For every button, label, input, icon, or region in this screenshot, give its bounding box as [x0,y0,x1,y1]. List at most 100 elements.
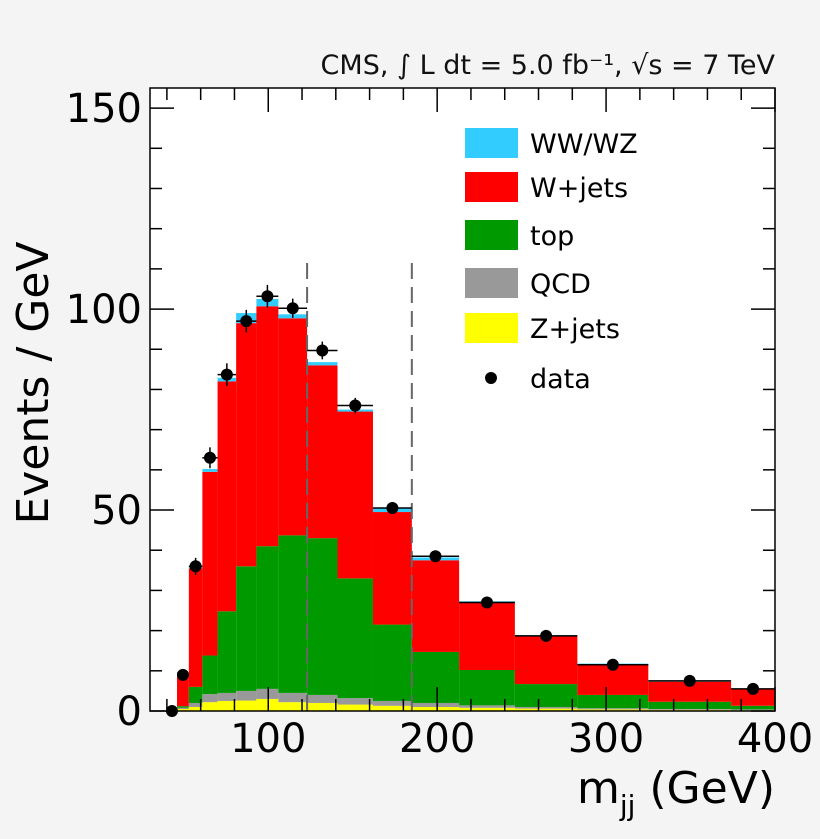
bar-z-jets-7 [307,702,338,711]
bar-z-jets-2 [202,702,218,711]
bar-top-2 [202,655,218,695]
legend: WW/WZ W+jets top QCD Z+jets data [465,128,638,395]
bar-top-5 [256,546,279,689]
x-tick-label-300: 300 [568,716,644,762]
bar-qcd-15 [731,709,775,711]
plot-frame [149,87,776,712]
stacked-histogram [177,299,775,711]
bar-w-jets-5 [256,306,279,547]
x-axis-title-unit: (GeV) [635,763,775,814]
bar-qcd-1 [188,702,203,707]
bar-top-1 [188,686,203,703]
data-point-7 [286,302,299,315]
cut-lines [306,263,413,711]
bar-z-jets-4 [236,700,257,711]
legend-label-w-jets: W+jets [530,173,628,204]
legend-label-data: data [530,364,591,395]
data-point-16 [747,682,760,695]
bar-qcd-5 [256,688,279,699]
bar-w-jets-3 [217,381,237,612]
bar-qcd-14 [648,708,732,710]
data-point-9 [349,399,362,412]
data-point-2 [189,560,202,573]
legend-swatch-ww-wz [465,128,518,158]
data-point-5 [240,315,253,328]
bar-ww-wz-2 [202,469,218,472]
chart-title: CMS, ∫ L dt = 5.0 fb⁻¹, √s = 7 TeV [321,50,776,81]
bar-top-4 [236,566,257,691]
legend-swatch-z-jets [465,313,518,343]
x-axis-title: mjj (GeV) [577,763,775,822]
data-point-4 [220,368,233,381]
bar-w-jets-7 [307,365,338,539]
tick-labels: 100 200 300 400 0 50 100 150 [66,86,814,762]
bar-w-jets-4 [236,323,257,567]
y-tick-label-50: 50 [91,488,142,534]
bar-z-jets-3 [217,700,237,711]
bar-w-jets-0 [177,672,189,707]
x-axis-title-sub: jj [619,789,636,822]
y-axis-title: Events / GeV [8,241,59,524]
bar-top-0 [177,706,189,708]
bar-qcd-11 [459,705,515,708]
bar-qcd-13 [577,708,649,710]
data-point-8 [316,344,329,357]
bar-qcd-6 [278,692,308,703]
data-point-15 [683,674,696,687]
bar-z-jets-10 [411,706,460,711]
bar-w-jets-9 [372,512,412,625]
bar-qcd-3 [217,692,237,701]
bar-w-jets-11 [459,602,515,671]
bar-top-3 [217,611,237,693]
bar-top-15 [731,705,775,710]
bar-ww-wz-7 [307,362,338,366]
bar-w-jets-6 [278,318,308,536]
y-tick-label-150: 150 [66,86,142,132]
bar-z-jets-0 [177,708,189,711]
bar-top-7 [307,538,338,695]
bar-qcd-9 [372,700,412,706]
bar-top-12 [514,684,578,707]
legend-label-top: top [530,221,574,252]
axis-ticks [150,88,776,712]
legend-swatch-w-jets [465,172,518,202]
legend-marker-data [485,372,497,384]
data-point-1 [176,668,189,681]
data-point-14 [606,658,619,671]
bar-w-jets-12 [514,635,578,685]
bar-w-jets-2 [202,471,218,656]
bar-z-jets-5 [256,698,279,711]
bar-qcd-8 [337,698,373,705]
bar-z-jets-11 [459,707,515,711]
bar-qcd-2 [202,694,218,703]
bar-top-10 [411,651,460,703]
bar-w-jets-1 [188,568,203,687]
bar-w-jets-8 [337,411,373,579]
bar-z-jets-8 [337,704,373,711]
bar-top-8 [337,578,373,699]
bar-qcd-12 [514,706,578,709]
legend-swatch-top [465,220,518,250]
x-tick-label-100: 100 [230,716,306,762]
y-tick-label-100: 100 [66,287,142,333]
bar-top-14 [648,701,732,709]
data-points [165,284,775,717]
bar-top-6 [278,535,308,693]
bar-qcd-0 [177,707,189,709]
data-point-11 [429,550,442,563]
bar-w-jets-14 [648,681,732,702]
bar-w-jets-10 [411,560,460,652]
legend-swatch-qcd [465,268,518,298]
legend-label-ww-wz: WW/WZ [530,129,638,160]
bar-w-jets-15 [731,688,775,706]
bar-qcd-4 [236,690,257,701]
data-point-12 [480,596,493,609]
bar-z-jets-6 [278,702,308,711]
legend-label-z-jets: Z+jets [530,314,620,345]
bar-z-jets-12 [514,708,578,711]
legend-label-qcd: QCD [530,269,591,300]
data-point-3 [203,451,216,464]
bar-z-jets-1 [188,706,203,711]
data-point-6 [261,290,274,303]
